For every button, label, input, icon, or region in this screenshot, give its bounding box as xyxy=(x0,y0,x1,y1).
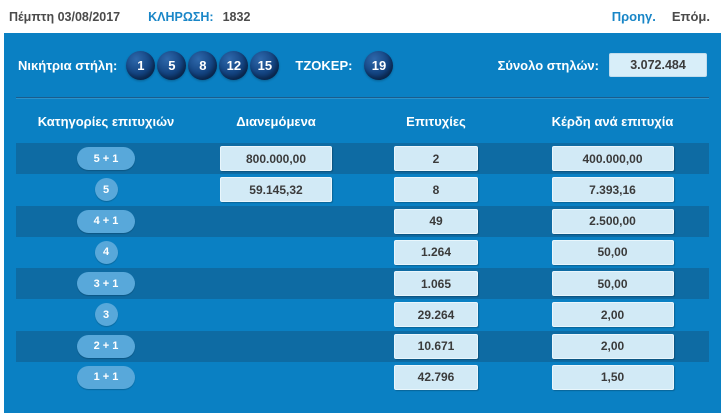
prize-per-win-value: 2,00 xyxy=(551,302,674,328)
joker-ball: 19 xyxy=(364,50,394,80)
category-pill: 3 + 1 xyxy=(77,272,135,296)
previous-draw-link[interactable]: Προηγ. xyxy=(611,9,656,24)
category-pill: 5 xyxy=(94,178,118,202)
category-pill: 4 + 1 xyxy=(77,209,135,233)
winning-number-ball: 12 xyxy=(219,50,249,80)
next-draw-link[interactable]: Επόμ. xyxy=(671,9,710,24)
winning-number-ball: 1 xyxy=(126,50,156,80)
prize-per-win-value: 2.500,00 xyxy=(551,208,674,234)
total-columns-value: 3.072.484 xyxy=(609,53,707,77)
header-distributed: Διανεμόμενα xyxy=(236,113,316,129)
winning-column-label: Νικήτρια στήλη: xyxy=(18,57,118,73)
table-row: 4 + 1 49 2.500,00 xyxy=(4,205,721,238)
winners-count-value: 2 xyxy=(394,146,478,172)
draw-date: Πέμπτη 03/08/2017 xyxy=(9,9,121,24)
table-row: 2 + 1 10.671 2,00 xyxy=(4,330,721,363)
table-row: 1 + 1 42.796 1,50 xyxy=(4,362,721,393)
category-pill: 2 + 1 xyxy=(77,334,135,358)
prize-per-win-value: 400.000,00 xyxy=(551,146,674,172)
results-rows: 5 + 1 800.000,00 2 400.000,00 5 59.145,32 8 7.3… xyxy=(4,143,721,393)
prize-per-win-value: 50,00 xyxy=(551,271,674,297)
table-row: 3 + 1 1.065 50,00 xyxy=(4,268,721,300)
table-row: 3 29.264 2,00 xyxy=(4,299,721,330)
draw-number: 1832 xyxy=(222,9,251,24)
prize-per-win-value: 2,00 xyxy=(551,333,674,359)
prize-per-win-value: 7.393,16 xyxy=(551,177,674,203)
header-winners: Επιτυχίες xyxy=(406,113,466,129)
distributed-value: 59.145,32 xyxy=(220,177,332,203)
winners-count-value: 1.065 xyxy=(394,271,478,297)
winners-count-value: 8 xyxy=(394,177,478,203)
winners-count-value: 42.796 xyxy=(394,364,478,390)
joker-label: ΤΖΟΚΕΡ: xyxy=(295,57,353,73)
divider xyxy=(16,97,709,99)
topbar: Πέμπτη 03/08/2017 ΚΛΗΡΩΣΗ: 1832 Προηγ. Ε… xyxy=(0,0,725,33)
winning-numbers-row: Νικήτρια στήλη: 1 5 8 12 15 ΤΖΟΚΕΡ: 19 Σύνολ… xyxy=(4,33,721,97)
header-prize-per-win: Κέρδη ανά επιτυχία xyxy=(551,113,674,129)
results-panel: Νικήτρια στήλη: 1 5 8 12 15 ΤΖΟΚΕΡ: 19 Σύνολ… xyxy=(4,33,721,413)
draw-navigation: Προηγ. Επόμ. xyxy=(612,9,710,24)
draw-label: ΚΛΗΡΩΣΗ: xyxy=(148,9,214,24)
category-pill: 3 xyxy=(94,303,118,327)
table-row: 4 1.264 50,00 xyxy=(4,237,721,268)
total-columns-label: Σύνολο στηλών: xyxy=(497,57,599,73)
category-pill: 1 + 1 xyxy=(77,365,135,389)
table-header-row: Κατηγορίες επιτυχιών Διανεμόμενα Επιτυχί… xyxy=(4,99,721,143)
winning-number-ball: 8 xyxy=(188,50,218,80)
winners-count-value: 1.264 xyxy=(394,239,478,265)
prize-per-win-value: 50,00 xyxy=(551,239,674,265)
header-categories: Κατηγορίες επιτυχιών xyxy=(37,113,175,129)
prize-per-win-value: 1,50 xyxy=(551,364,674,390)
winners-count-value: 10.671 xyxy=(394,333,478,359)
table-row: 5 59.145,32 8 7.393,16 xyxy=(4,174,721,205)
winners-count-value: 29.264 xyxy=(394,302,478,328)
distributed-value: 800.000,00 xyxy=(220,146,332,172)
category-pill: 4 xyxy=(94,240,118,264)
winning-number-ball: 5 xyxy=(157,50,187,80)
category-pill: 5 + 1 xyxy=(77,147,135,171)
winning-balls: 1 5 8 12 15 xyxy=(126,50,280,80)
winners-count-value: 49 xyxy=(394,208,478,234)
table-row: 5 + 1 800.000,00 2 400.000,00 xyxy=(4,143,721,175)
winning-number-ball: 15 xyxy=(250,50,280,80)
